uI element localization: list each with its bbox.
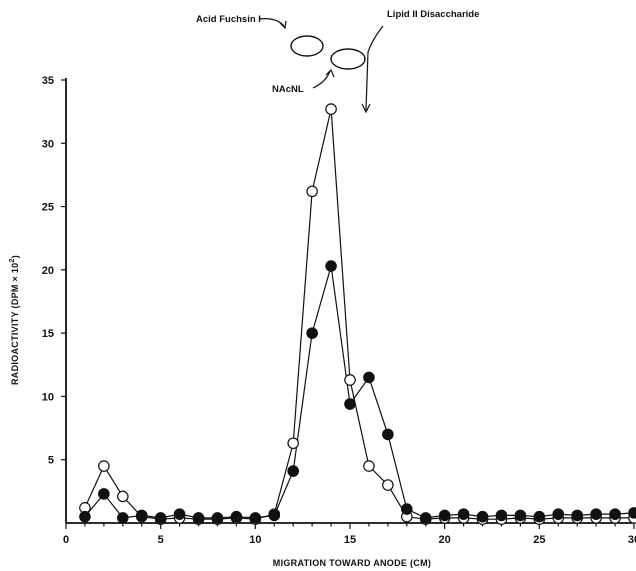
series-2-point: [533, 510, 546, 523]
series-2-point: [590, 508, 602, 520]
series-2-point: [514, 509, 527, 522]
series-2-point: [419, 512, 432, 524]
x-tick-label: 0: [63, 534, 69, 546]
series-1-point: [306, 185, 318, 198]
series-2-point: [457, 508, 470, 520]
series-2-point: [609, 508, 621, 520]
annotation-acid-fuchsin-arrow: [258, 18, 285, 27]
series-2-point: [135, 509, 148, 522]
annotation-acid-fuchsin: Acid Fuchsin I: [196, 14, 261, 25]
series-2-point: [249, 512, 262, 524]
annotation-lipid-ii: Lipid II Disaccharide: [387, 9, 479, 20]
y-tick-label: 35: [42, 75, 54, 87]
series: [79, 103, 636, 526]
series-2-point: [552, 508, 565, 520]
series-1-point: [382, 479, 394, 491]
series-1-point: [117, 490, 129, 503]
series-2-point: [287, 465, 299, 477]
annotation-nacnl: NAcNL: [272, 84, 304, 95]
series-1-line: [84, 108, 634, 520]
series-2-point: [344, 398, 356, 410]
series-2-point: [79, 510, 91, 523]
annotation-lipid-ii-arrow: [365, 25, 384, 111]
series-2-point: [154, 512, 167, 524]
series-2-point: [438, 509, 451, 522]
annotation-acid-fuchsin-arrowhead: [279, 20, 287, 30]
series-2-point: [628, 507, 636, 519]
series-2-point: [117, 512, 129, 524]
annotation-nacnl-arrow: [312, 70, 331, 89]
series-2-point: [325, 260, 337, 272]
series-1-point: [363, 460, 375, 472]
series-2-point: [173, 508, 186, 520]
series-2-point: [98, 488, 110, 500]
axes: 0 5 10 15 20 25 30 5 10 15 20 25 30 35: [42, 75, 636, 546]
x-tick-label: 25: [533, 534, 545, 546]
series-2-point: [306, 327, 318, 339]
series-2-point: [211, 512, 224, 524]
series-1-point: [325, 103, 337, 115]
series-2-point: [476, 510, 489, 523]
annotation-nacnl-arrowhead: [325, 68, 335, 78]
series-1-point: [98, 460, 110, 472]
y-tick-label: 25: [42, 202, 54, 214]
y-tick-label: 10: [42, 391, 54, 403]
series-2-point: [382, 428, 394, 441]
series-2-point: [268, 509, 281, 522]
y-tick-label: 30: [42, 138, 54, 150]
svg-text:RADIOACTIVITY (DPM × 102): RADIOACTIVITY (DPM × 102): [9, 255, 20, 385]
series-2-line: [84, 265, 635, 519]
x-tick-label: 15: [344, 534, 356, 546]
series-2-point: [363, 371, 375, 384]
series-1-point: [287, 437, 299, 450]
series-2-point: [571, 509, 583, 522]
x-tick-label: 20: [439, 534, 451, 546]
nacnl-spot: [330, 48, 366, 70]
acid-fuchsin-spot: [290, 35, 324, 57]
annotations: Acid Fuchsin I NAcNL Lipid II Disacchari…: [196, 9, 479, 114]
x-tick-label: 30: [628, 534, 636, 546]
y-axis-title: RADIOACTIVITY (DPM × 102): [9, 255, 20, 385]
series-2-point: [400, 503, 413, 515]
series-1-point: [344, 374, 356, 386]
annotation-lipid-ii-arrowhead: [361, 103, 371, 114]
x-tick-label: 5: [158, 534, 164, 546]
y-tick-label: 20: [42, 265, 54, 277]
series-2-point: [230, 510, 243, 523]
series-2-point: [192, 512, 205, 524]
x-tick-label: 10: [249, 534, 261, 546]
y-tick-label: 15: [42, 328, 54, 340]
y-tick-label: 5: [48, 455, 54, 467]
x-axis-title: MIGRATION TOWARD ANODE (CM): [273, 558, 431, 568]
series-2-point: [495, 509, 508, 522]
